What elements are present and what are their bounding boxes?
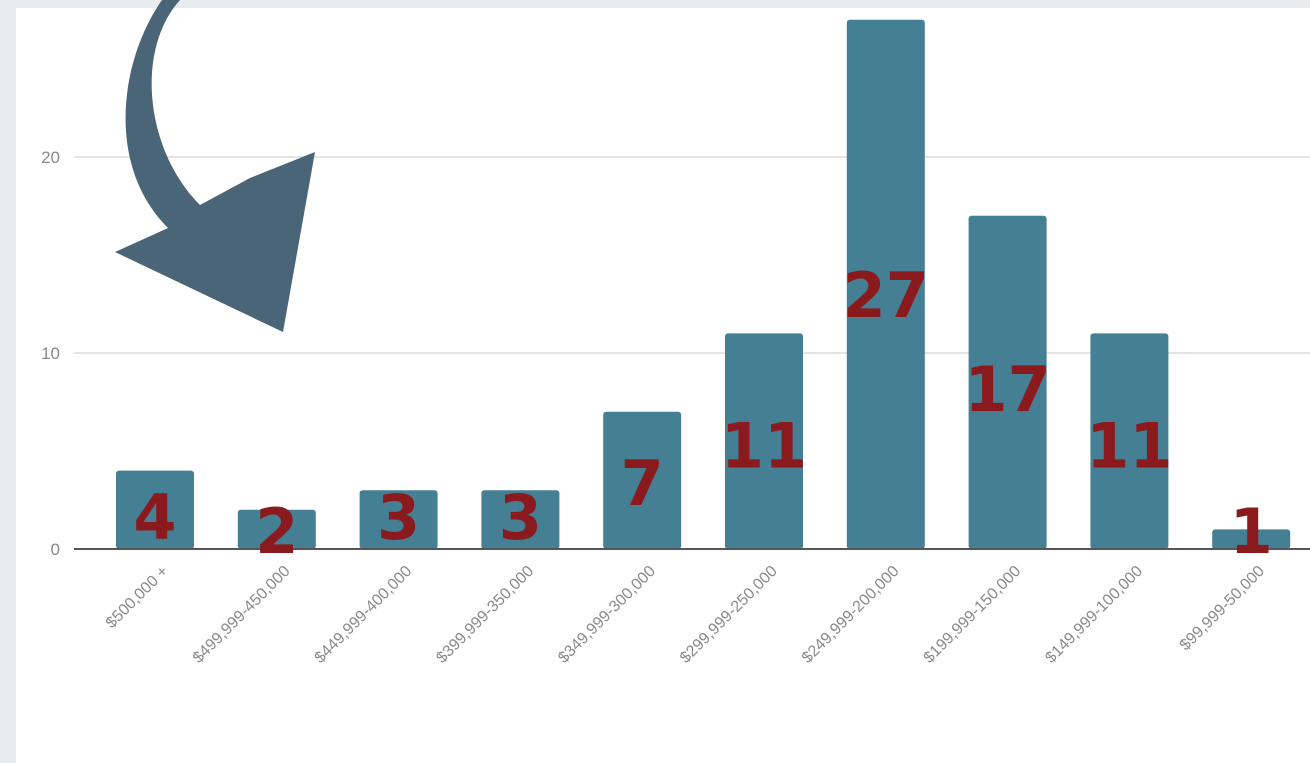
y-tick-label: 0 bbox=[51, 540, 60, 559]
bar-2 bbox=[237, 509, 316, 549]
x-category-label: $249,999-200,000 bbox=[799, 563, 903, 667]
bar-9 bbox=[1090, 333, 1169, 549]
bar-7 bbox=[846, 19, 925, 550]
bar-1 bbox=[116, 470, 194, 549]
bar-4 bbox=[481, 490, 560, 549]
data-label: 2 bbox=[255, 495, 298, 568]
bar-8 bbox=[968, 215, 1047, 550]
bar-3 bbox=[359, 490, 438, 549]
data-label: 3 bbox=[499, 481, 542, 554]
x-category-label: $500,000 + bbox=[103, 563, 172, 632]
data-label: 11 bbox=[721, 410, 807, 483]
bar-6 bbox=[725, 333, 803, 549]
bar-10 bbox=[1212, 529, 1291, 549]
data-label: 17 bbox=[964, 353, 1050, 426]
x-category-label: $149,999-100,000 bbox=[1042, 563, 1146, 667]
x-category-label: $499,999-450,000 bbox=[190, 563, 294, 667]
bar-5 bbox=[603, 411, 682, 549]
y-tick-label: 10 bbox=[41, 344, 60, 363]
x-category-label: $449,999-400,000 bbox=[312, 563, 416, 667]
x-category-label: $299,999-250,000 bbox=[677, 563, 781, 667]
data-label: 3 bbox=[377, 481, 420, 554]
data-label: 11 bbox=[1086, 410, 1172, 483]
data-label: 27 bbox=[843, 259, 929, 332]
x-category-label: $399,999-350,000 bbox=[433, 563, 537, 667]
x-category-label: $349,999-300,000 bbox=[555, 563, 659, 667]
x-axis-category-labels: $500,000 + $499,999-450,000 $449,999-400,0… bbox=[103, 563, 1268, 667]
data-label: 7 bbox=[621, 447, 664, 520]
y-tick-label: 20 bbox=[41, 148, 60, 167]
curved-arrow-icon bbox=[115, 0, 315, 332]
y-axis-ticks: 0 10 20 bbox=[41, 148, 60, 559]
x-category-label: $99,999-50,000 bbox=[1177, 563, 1268, 654]
x-category-label: $199,999-150,000 bbox=[921, 563, 1025, 667]
bars bbox=[116, 19, 1291, 550]
data-label: 1 bbox=[1230, 495, 1273, 568]
data-label: 4 bbox=[133, 481, 176, 554]
